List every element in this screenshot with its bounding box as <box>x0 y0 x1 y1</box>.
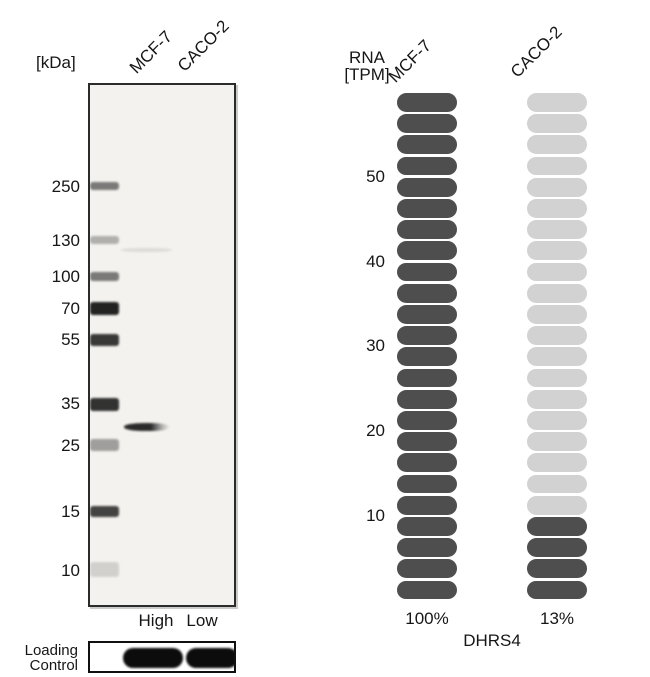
rna-segment-mcf-7-7 <box>397 220 457 239</box>
loading-control-label-line1: Loading <box>24 642 78 659</box>
rna-segment-caco-2-1 <box>527 93 587 112</box>
rna-segment-mcf-7-10 <box>397 283 457 303</box>
kda-marker-label-55: 55 <box>61 330 80 349</box>
wb-lane-label-caco2: CACO-2 <box>173 16 233 76</box>
rna-segment-mcf-7-9 <box>397 262 457 282</box>
loading-control-band-mcf7 <box>123 648 183 668</box>
rna-segment-caco-2-9 <box>527 262 587 282</box>
loading-control-label-line2: Control <box>29 657 78 674</box>
rna-segment-mcf-7-17 <box>397 432 457 451</box>
rna-segment-caco-2-11 <box>527 305 587 324</box>
rna-segment-mcf-7-19 <box>397 474 457 494</box>
rna-segment-mcf-7-16 <box>397 411 457 430</box>
rna-segment-caco-2-10 <box>527 283 587 303</box>
rna-axis-label-line1: RNA <box>349 48 385 67</box>
rna-segment-caco-2-3 <box>527 135 587 155</box>
rna-segment-mcf-7-12 <box>397 326 457 345</box>
rna-segment-caco-2-18 <box>527 453 587 473</box>
rna-segment-caco-2-24 <box>527 580 587 600</box>
rna-segment-caco-2-8 <box>527 241 587 261</box>
rna-segment-mcf-7-22 <box>397 538 457 557</box>
kda-marker-label-35: 35 <box>61 394 80 413</box>
rna-segment-mcf-7-4 <box>397 156 457 176</box>
ladder-band-25 <box>90 439 119 451</box>
kda-marker-label-10: 10 <box>61 561 80 580</box>
rna-segment-caco-2-21 <box>527 517 587 536</box>
rna-segment-mcf-7-18 <box>397 453 457 473</box>
ladder-band-250 <box>90 182 119 190</box>
rna-segment-mcf-7-8 <box>397 241 457 261</box>
kda-unit-label: [kDa] <box>36 53 76 72</box>
rna-segment-caco-2-19 <box>527 474 587 494</box>
percent-label-caco2: 13% <box>539 609 575 628</box>
rna-segment-mcf-7-21 <box>397 517 457 536</box>
rna-segment-caco-2-12 <box>527 326 587 345</box>
loading-control-band-caco2 <box>186 648 234 668</box>
rna-segment-mcf-7-2 <box>397 114 457 133</box>
ladder-band-15 <box>90 506 119 517</box>
rna-axis-label-line2: [TPM] <box>344 64 390 84</box>
rna-segment-mcf-7-6 <box>397 199 457 218</box>
kda-marker-label-130: 130 <box>51 231 80 250</box>
rna-segment-mcf-7-13 <box>397 347 457 367</box>
rna-segment-caco-2-23 <box>527 559 587 579</box>
percent-label-mcf7: 100% <box>405 609 449 628</box>
rna-tick-40: 40 <box>366 251 385 271</box>
loading-control-label: Loading Control <box>6 643 78 673</box>
kda-marker-label-100: 100 <box>51 267 80 286</box>
rna-segment-mcf-7-11 <box>397 305 457 324</box>
expression-label-high: High <box>138 611 174 630</box>
rna-tick-10: 10 <box>366 506 385 525</box>
wb-band-mcf7-faint <box>121 248 172 252</box>
ladder-band-55 <box>90 334 119 346</box>
rna-segment-caco-2-22 <box>527 538 587 557</box>
rna-segment-caco-2-14 <box>527 368 587 388</box>
wb-lane-label-mcf7: MCF-7 <box>125 27 177 78</box>
kda-marker-label-15: 15 <box>61 502 80 521</box>
rna-segment-caco-2-20 <box>527 495 587 515</box>
rna-tick-20: 20 <box>366 421 385 441</box>
ladder-band-70 <box>90 302 119 315</box>
wb-band-mcf7-main <box>124 423 170 431</box>
rna-segment-mcf-7-1 <box>397 93 457 112</box>
rna-tick-50: 50 <box>366 166 385 186</box>
western-blot-image <box>88 83 236 607</box>
gene-label: DHRS4 <box>463 631 521 650</box>
rna-segment-caco-2-4 <box>527 156 587 176</box>
rna-segment-mcf-7-20 <box>397 495 457 515</box>
loading-control-blot <box>88 641 236 673</box>
rna-segment-mcf-7-23 <box>397 559 457 579</box>
kda-marker-label-70: 70 <box>61 299 80 318</box>
rna-segment-caco-2-5 <box>527 177 587 197</box>
rna-tpm-axis-label: RNA [TPM] <box>337 48 397 84</box>
rna-segment-caco-2-13 <box>527 347 587 367</box>
rna-segment-mcf-7-5 <box>397 177 457 197</box>
ladder-band-10 <box>90 562 119 577</box>
rna-tick-30: 30 <box>366 336 385 356</box>
rna-segment-mcf-7-24 <box>397 580 457 600</box>
rna-segment-caco-2-2 <box>527 114 587 133</box>
rna-segment-mcf-7-15 <box>397 389 457 409</box>
ladder-band-35 <box>90 398 119 411</box>
ladder-band-130 <box>90 236 119 244</box>
ladder-band-100 <box>90 272 119 281</box>
rna-segment-caco-2-7 <box>527 220 587 239</box>
rna-segment-caco-2-15 <box>527 389 587 409</box>
rna-segment-mcf-7-14 <box>397 368 457 388</box>
rna-segment-caco-2-16 <box>527 411 587 430</box>
expression-label-low: Low <box>186 611 218 630</box>
rna-segment-mcf-7-3 <box>397 135 457 155</box>
rna-segment-caco-2-17 <box>527 432 587 451</box>
kda-marker-label-250: 250 <box>51 177 80 196</box>
kda-marker-label-25: 25 <box>61 436 80 455</box>
chart-column-label-caco2: CACO-2 <box>506 22 566 82</box>
rna-segment-caco-2-6 <box>527 199 587 218</box>
